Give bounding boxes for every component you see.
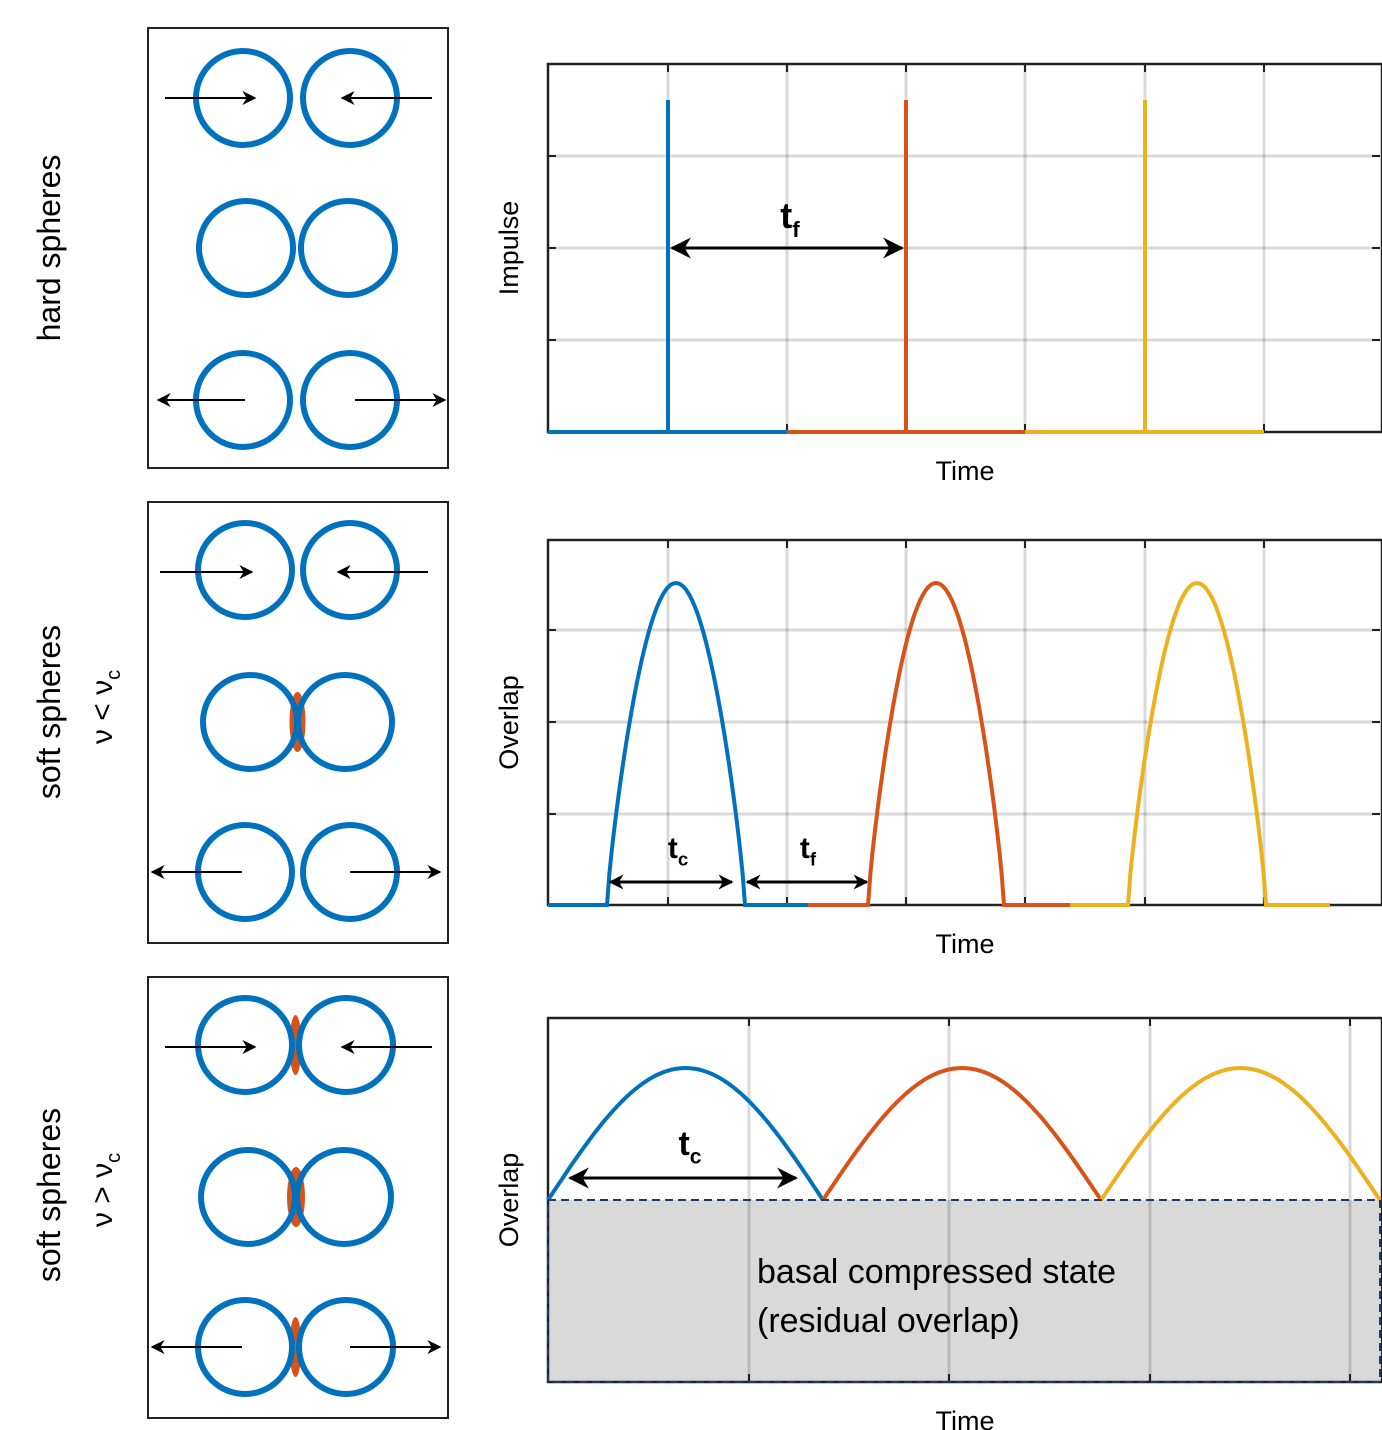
x-axis-label: Time bbox=[936, 1406, 995, 1430]
basal-region bbox=[548, 1200, 1380, 1382]
sphere bbox=[295, 672, 395, 772]
sphere bbox=[296, 995, 396, 1095]
region-label: basal compressed state bbox=[757, 1253, 1116, 1291]
overlap-trace bbox=[546, 1065, 825, 1202]
interval-label: tc bbox=[668, 832, 688, 870]
interval-sub: c bbox=[678, 849, 688, 870]
sphere bbox=[298, 198, 398, 298]
row-label: soft spheres bbox=[31, 1108, 67, 1282]
plot-frame bbox=[546, 538, 1382, 907]
condition-sub: c bbox=[103, 670, 125, 680]
x-axis-label: Time bbox=[936, 456, 995, 486]
row-condition: ν > νc bbox=[86, 1153, 125, 1227]
x-axis-label: Time bbox=[936, 929, 995, 959]
overlap-trace bbox=[1070, 580, 1330, 907]
y-axis-label: Impulse bbox=[494, 201, 524, 296]
interval-symbol: t bbox=[800, 832, 810, 865]
interval-label: tc bbox=[678, 1125, 701, 1169]
overlap-trace bbox=[808, 580, 1070, 907]
schematic-frame bbox=[147, 501, 449, 944]
y-axis-label: Overlap bbox=[494, 1153, 524, 1248]
impulse-trace bbox=[548, 100, 787, 434]
interval-label: tf bbox=[800, 832, 817, 870]
row-label: hard spheres bbox=[31, 155, 67, 342]
sphere bbox=[198, 1147, 298, 1247]
interval-sub: f bbox=[810, 849, 817, 870]
schematic-frame bbox=[147, 27, 449, 469]
sphere bbox=[196, 198, 296, 298]
impulse-trace bbox=[1025, 100, 1264, 434]
sphere bbox=[195, 995, 295, 1095]
interval-symbol: t bbox=[780, 195, 792, 236]
overlap-trace bbox=[1099, 1065, 1382, 1202]
row-condition: ν < νc bbox=[86, 670, 125, 744]
condition-text: ν > ν bbox=[86, 1163, 119, 1227]
overlap-trace bbox=[548, 580, 808, 907]
sphere bbox=[294, 1147, 394, 1247]
sphere bbox=[300, 520, 400, 620]
condition-text: ν < ν bbox=[86, 680, 119, 744]
interval-label: tf bbox=[780, 195, 800, 242]
row-label: soft spheres bbox=[31, 625, 67, 799]
impulse-trace bbox=[787, 100, 1025, 434]
interval-sub: f bbox=[792, 217, 800, 242]
y-axis-label: Overlap bbox=[494, 675, 524, 770]
sphere bbox=[200, 672, 300, 772]
region-label: (residual overlap) bbox=[757, 1302, 1020, 1340]
sphere bbox=[195, 520, 295, 620]
condition-sub: c bbox=[103, 1153, 125, 1163]
overlap-trace bbox=[821, 1065, 1103, 1202]
schematic-frame bbox=[147, 976, 449, 1419]
interval-symbol: t bbox=[668, 832, 678, 865]
interval-symbol: t bbox=[678, 1125, 689, 1163]
interval-sub: c bbox=[690, 1146, 702, 1169]
basal-border bbox=[547, 1199, 1381, 1383]
